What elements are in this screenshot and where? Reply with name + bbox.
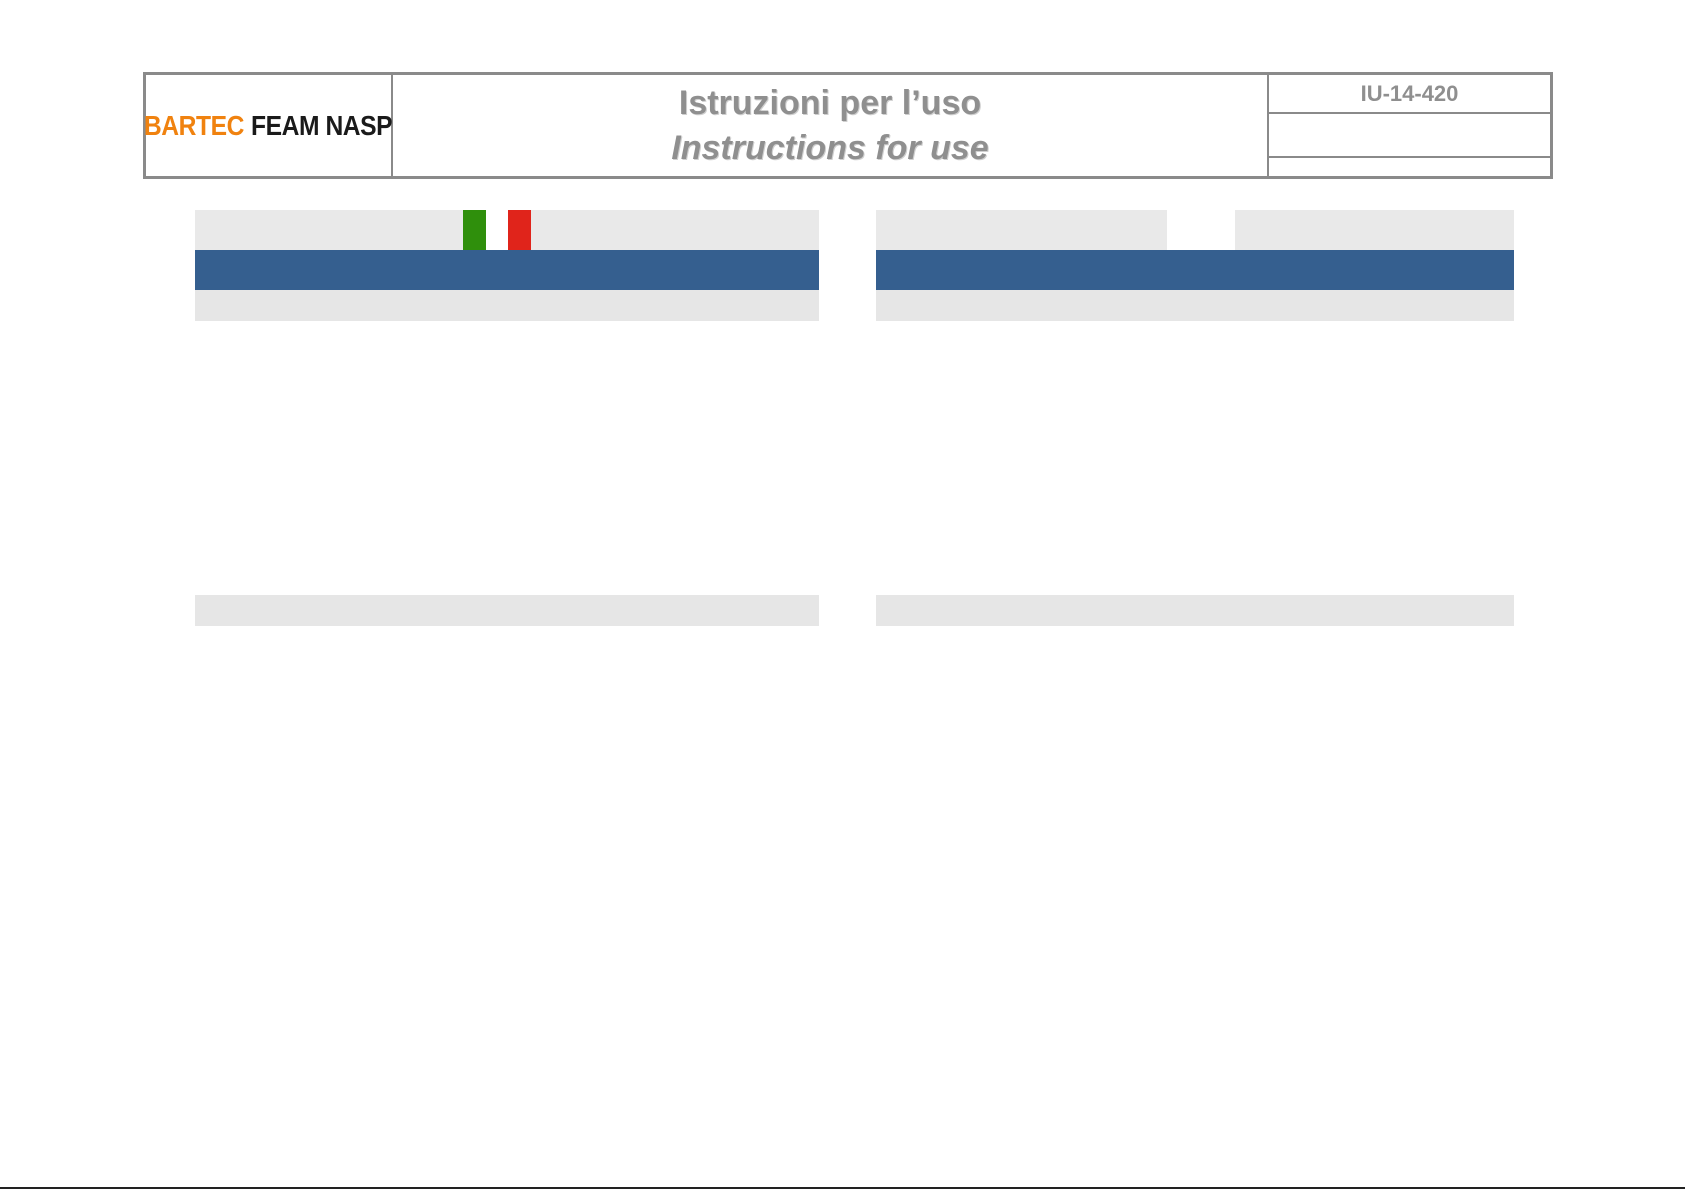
language-bar-english	[876, 210, 1514, 250]
section-header-bar-english	[876, 250, 1514, 290]
code-row-empty-2	[1269, 158, 1550, 176]
grey-strip-bottom-english	[876, 595, 1514, 626]
language-bar-italian	[195, 210, 819, 250]
grey-strip-top-english	[876, 290, 1514, 321]
title-cell: Istruzioni per l’uso Instructions for us…	[393, 75, 1269, 176]
content-area-english	[876, 321, 1514, 595]
logo-cell: BARTEC FEAM NASP	[144, 75, 393, 176]
title-italian: Istruzioni per l’uso	[678, 83, 982, 122]
code-row-empty-1	[1269, 114, 1550, 158]
document-header: BARTEC FEAM NASP Istruzioni per l’uso Ins…	[143, 72, 1553, 179]
company-logo: BARTEC FEAM NASP	[144, 109, 393, 142]
document-code: IU-14-420	[1269, 75, 1550, 114]
grey-strip-top-italian	[195, 290, 819, 321]
code-cell: IU-14-420	[1269, 75, 1550, 176]
title-english: Instructions for use	[671, 128, 989, 167]
section-header-bar-italian	[195, 250, 819, 290]
page-bottom-rule	[0, 1187, 1685, 1189]
grey-strip-bottom-italian	[195, 595, 819, 626]
italian-flag-icon	[463, 210, 532, 250]
logo-brand-part1: BARTEC	[144, 109, 245, 141]
blank-flag-icon	[1167, 210, 1235, 250]
content-area-italian	[195, 321, 819, 595]
logo-brand-part2: FEAM NASP	[251, 109, 393, 141]
english-column	[876, 210, 1514, 626]
italian-column	[195, 210, 819, 626]
